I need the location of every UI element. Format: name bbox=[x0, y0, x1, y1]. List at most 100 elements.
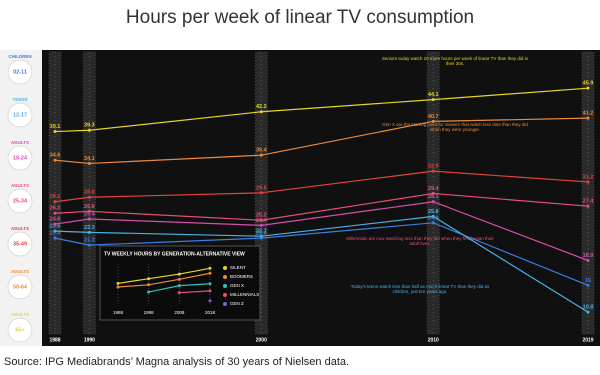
data-point bbox=[259, 191, 263, 195]
data-point bbox=[87, 128, 91, 132]
data-point bbox=[259, 234, 263, 238]
data-point bbox=[53, 130, 57, 134]
data-point bbox=[147, 277, 151, 281]
inset-legend-label: MILLENNIALS bbox=[230, 292, 259, 297]
value-label: 28.8 bbox=[84, 190, 95, 196]
annotation: Today's teens watch less than half as mu… bbox=[351, 284, 490, 294]
data-point bbox=[147, 290, 151, 294]
data-point bbox=[53, 158, 57, 162]
value-label: 45.9 bbox=[583, 81, 594, 87]
value-label: 25.8 bbox=[428, 209, 439, 215]
series-line bbox=[117, 272, 211, 288]
data-point bbox=[431, 98, 435, 102]
value-label: 40.7 bbox=[428, 114, 439, 120]
data-point bbox=[53, 229, 57, 233]
title: Hours per week of linear TV consumption bbox=[126, 7, 474, 28]
value-label: 18.9 bbox=[583, 253, 594, 259]
data-point bbox=[431, 221, 435, 225]
data-point bbox=[87, 243, 91, 247]
data-point bbox=[53, 200, 57, 204]
annotation-text: Millennials are now watching less than t… bbox=[346, 236, 494, 247]
legend-range: 02-11 bbox=[13, 69, 27, 75]
data-point bbox=[586, 283, 590, 287]
legend-circle bbox=[7, 145, 33, 171]
legend-range: 50-64 bbox=[13, 284, 28, 290]
legend-circle bbox=[7, 188, 33, 214]
value-label: 25.4 bbox=[84, 211, 96, 217]
legend-circle bbox=[7, 317, 33, 343]
data-point bbox=[53, 222, 57, 226]
data-point bbox=[431, 200, 435, 204]
value-label: 32.9 bbox=[428, 164, 439, 170]
value-label: 24.6 bbox=[50, 217, 61, 223]
data-point bbox=[87, 230, 91, 234]
series-line bbox=[179, 290, 211, 294]
data-point bbox=[177, 284, 181, 288]
legend-range: 12-17 bbox=[13, 112, 27, 118]
data-point bbox=[147, 283, 151, 287]
inset-legend-marker bbox=[223, 293, 227, 297]
data-point bbox=[208, 282, 212, 286]
annotation: Seniors today watch 20 more hours per we… bbox=[382, 56, 528, 66]
inset-title: TV WEEKLY HOURS BY GENERATION-ALTERNATIV… bbox=[104, 251, 245, 257]
data-point bbox=[586, 116, 590, 120]
legend-group: ADULTS bbox=[11, 269, 29, 274]
value-label: 15 bbox=[585, 278, 591, 284]
data-point bbox=[87, 217, 91, 221]
inset-x-label: 2018 bbox=[205, 310, 216, 315]
value-label: 34.1 bbox=[84, 156, 95, 162]
data-point bbox=[177, 277, 181, 281]
legend-circle bbox=[7, 102, 33, 128]
value-label: 23.5 bbox=[50, 224, 61, 230]
data-point bbox=[431, 191, 435, 195]
value-label: 22.4 bbox=[256, 231, 268, 237]
inset-legend-label: GEN X bbox=[230, 283, 244, 288]
data-point bbox=[177, 272, 181, 276]
data-point bbox=[208, 266, 212, 270]
annotation: Gen X are the starting point for viewers… bbox=[382, 122, 528, 133]
value-label: 23.3 bbox=[84, 225, 95, 231]
data-point bbox=[431, 119, 435, 123]
legend-circle bbox=[7, 274, 33, 300]
x-tick-label: 1988 bbox=[49, 337, 60, 343]
data-point bbox=[586, 180, 590, 184]
value-label: 28.1 bbox=[50, 194, 61, 200]
data-point bbox=[259, 218, 263, 222]
value-label: 29.4 bbox=[428, 186, 440, 192]
inset-x-label: 1998 bbox=[144, 310, 155, 315]
data-point bbox=[208, 289, 212, 293]
legend-range: 18-24 bbox=[13, 155, 28, 161]
inset-legend-label: GEN Z bbox=[230, 301, 244, 306]
data-point bbox=[586, 258, 590, 262]
value-label: 22.7 bbox=[256, 229, 267, 235]
inset-legend-marker bbox=[223, 275, 227, 279]
annotation-text: Gen X are the starting point for viewers… bbox=[382, 122, 528, 133]
value-label: 28.1 bbox=[428, 194, 439, 200]
data-point bbox=[431, 169, 435, 173]
inset-legend-marker bbox=[223, 266, 227, 270]
value-label: 24.8 bbox=[428, 215, 439, 221]
data-point bbox=[259, 223, 263, 227]
value-label: 10.8 bbox=[583, 305, 594, 311]
data-point bbox=[586, 204, 590, 208]
data-point bbox=[177, 291, 181, 295]
x-tick-label: 2019 bbox=[582, 337, 593, 343]
data-point bbox=[586, 310, 590, 314]
legend-group: TEENS bbox=[12, 97, 27, 102]
data-point bbox=[87, 209, 91, 213]
year-column bbox=[581, 51, 595, 335]
value-label: 35.4 bbox=[256, 148, 268, 154]
annotation: Millennials are now watching less than t… bbox=[346, 236, 494, 247]
data-point bbox=[53, 236, 57, 240]
source: Source: IPG Mediabrands’ Magna analysis … bbox=[4, 356, 349, 368]
value-label: 39.3 bbox=[84, 123, 95, 129]
value-label: 25.2 bbox=[256, 213, 267, 219]
data-point bbox=[586, 86, 590, 90]
data-point bbox=[208, 299, 212, 303]
data-point bbox=[431, 214, 435, 218]
value-label: 26.6 bbox=[84, 204, 95, 210]
inset-x-label: 1988 bbox=[113, 310, 124, 315]
legend-range: 25-34 bbox=[13, 198, 28, 204]
data-point bbox=[259, 153, 263, 157]
